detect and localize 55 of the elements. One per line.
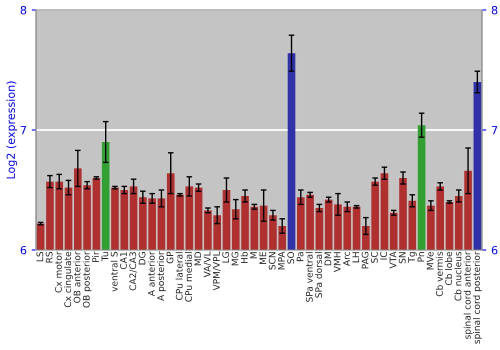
x-tick-label: VA/VL: [204, 251, 212, 278]
x-tick-label: A posterior: [157, 251, 166, 301]
x-tick-label: CA1: [120, 252, 127, 270]
x-tick-label: LG: [222, 252, 230, 263]
x-tick-label: spinal cord anterior: [464, 251, 472, 339]
x-tick-label: ME: [260, 252, 266, 264]
x-tick-label: RS: [46, 252, 53, 263]
x-tick-label: MG: [232, 252, 238, 266]
x-tick-label: DG: [138, 252, 146, 264]
x-tick-label: CA2/CA3: [129, 252, 137, 290]
y2-tick-label: 7: [492, 126, 498, 134]
x-tick-label: VMH: [334, 252, 340, 272]
x-tick-label: spinal cord posterior: [472, 251, 482, 344]
y-tick-label: 7: [20, 126, 26, 134]
x-tick-label: MD: [194, 252, 202, 266]
x-tick-label: DM: [324, 252, 332, 266]
y2-tick-label: 8: [492, 6, 498, 14]
x-tick-label: IC: [380, 252, 388, 260]
x-tick-label: LS: [36, 252, 44, 262]
x-tick-label: SCN: [268, 252, 276, 270]
x-tick-label: VTA: [390, 251, 396, 268]
x-tick-label: SPa ventral: [306, 252, 313, 302]
x-tick-label: SC: [370, 252, 378, 263]
x-tick-label: Cb vermis: [436, 252, 443, 296]
y-axis-title: Log2 (expression): [6, 81, 18, 178]
x-tick-label: OB anterior: [73, 251, 80, 303]
y-tick-label: 6: [20, 246, 26, 254]
x-tick-label: Cb lobe: [445, 252, 452, 286]
x-tick-label: ventral S: [110, 252, 118, 292]
x-tick-label: A anterior: [148, 251, 155, 296]
x-tick-label: M: [250, 252, 257, 258]
x-tick-label: OB posterior: [82, 251, 92, 308]
x-tick-label: Tg: [408, 252, 417, 263]
x-tick-label: Hb: [240, 252, 248, 264]
y2-tick-label: 6: [492, 246, 498, 254]
x-tick-label: SPa dorsal: [315, 252, 322, 298]
x-tick-label: GP: [166, 252, 174, 264]
x-tick-label: MVe: [426, 252, 434, 270]
x-tick-label: Cx cingulate: [64, 252, 73, 308]
x-tick-label: PAG: [362, 252, 368, 268]
x-tick-label: Cb nucleus: [454, 252, 462, 301]
y-tick-label: 8: [20, 6, 26, 14]
x-tick-label: LH: [352, 252, 360, 262]
x-tick-label: SN: [398, 252, 406, 264]
x-tick-label: CPu medial: [184, 252, 192, 302]
x-tick-label: Arc: [343, 252, 350, 266]
x-tick-label: VPM/VPL: [213, 251, 221, 290]
x-tick-label: Pn: [418, 252, 424, 262]
x-tick-label: Cx motor: [55, 251, 62, 292]
x-tick-label: Pa: [296, 252, 304, 262]
x-tick-label: SO: [287, 252, 294, 264]
x-tick-label: MPA: [278, 251, 285, 270]
x-tick-label: CPu lateral: [176, 252, 183, 300]
x-tick-label: Pir: [92, 251, 99, 262]
x-tick-label: Tu: [102, 252, 108, 262]
